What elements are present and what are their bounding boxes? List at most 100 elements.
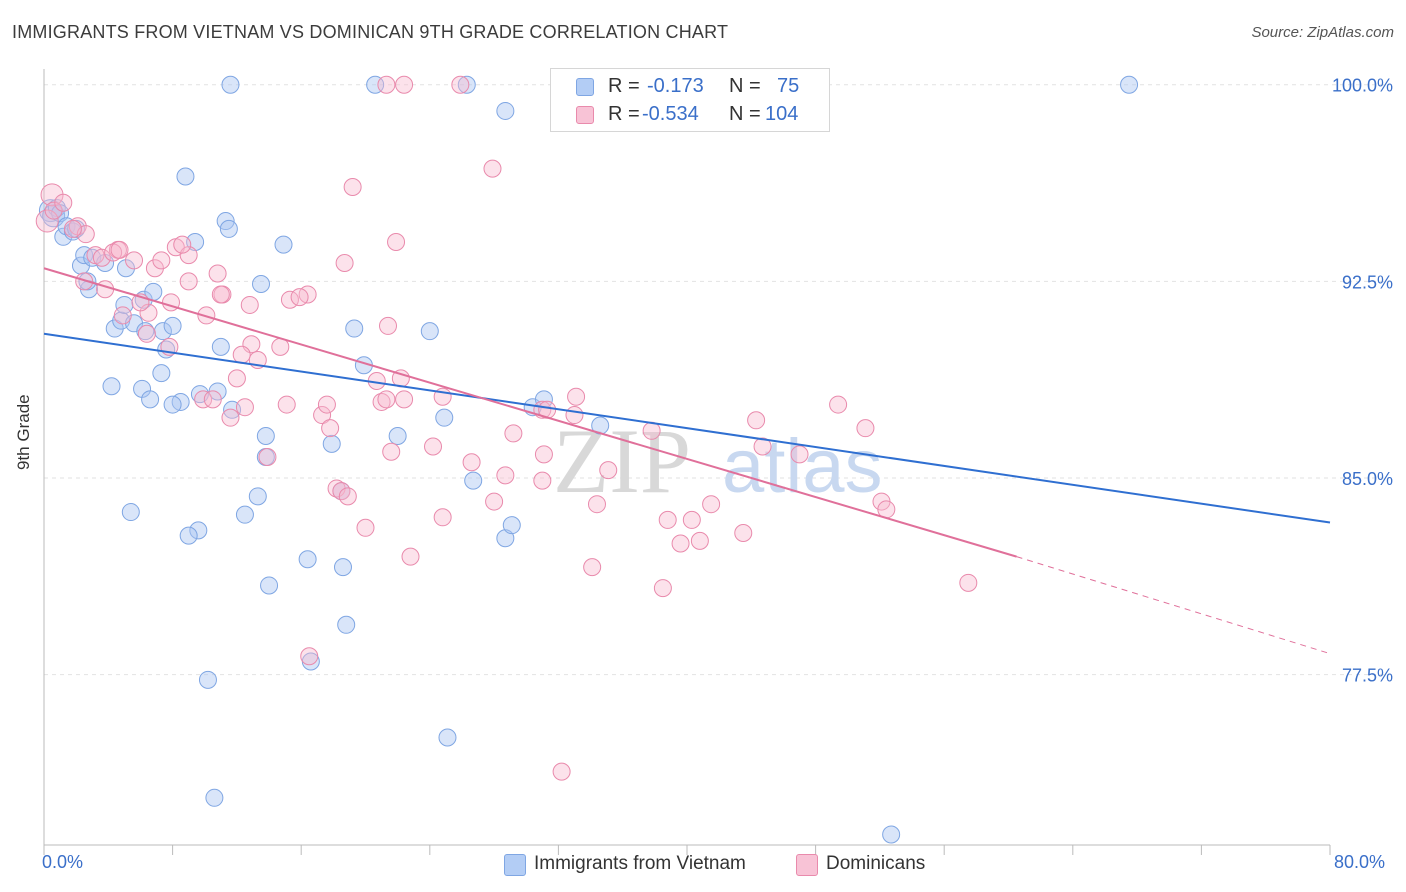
point-vietnam [235,505,254,524]
grid-lines [44,84,1390,676]
legend-label-vietnam: Immigrants from Vietnam [534,853,746,874]
point-dominicans [377,390,396,409]
point-vietnam [205,788,224,807]
point-vietnam [136,322,155,341]
point-dominicans [277,395,296,414]
point-dominicans [372,392,391,411]
n-value: 104 [765,103,799,125]
r-value: -0.173 [647,75,704,97]
point-dominicans [313,406,332,425]
x-tick-label-max: 80.0% [1334,852,1386,872]
point-dominicans [690,531,709,550]
point-dominicans [433,508,452,527]
point-vietnam [438,728,457,747]
trend-lines [43,267,1331,655]
point-dominicans [208,264,227,283]
point-dominicans [552,762,571,781]
point-vietnam [457,75,476,94]
point-dominicans [75,272,94,291]
point-dominicans [356,518,375,537]
point-dominicans [40,183,64,207]
point-vietnam [121,503,140,522]
point-dominicans [790,445,809,464]
n-label: N = [729,103,761,125]
point-dominicans [240,295,259,314]
point-vietnam [435,408,454,427]
point-vietnam [1120,75,1139,94]
point-vietnam [211,337,230,356]
point-vietnam [153,322,172,341]
point-vietnam [502,516,521,535]
point-vietnam [152,364,171,383]
n-value: 75 [777,75,800,97]
point-vietnam [337,615,356,634]
point-dominicans [300,647,319,666]
point-dominicans [321,419,340,438]
stats-swatch-dominicans [576,106,594,124]
trend-line-dominicans-extension [1016,556,1331,655]
point-dominicans [462,453,481,472]
point-dominicans [258,448,277,466]
point-vietnam [496,101,515,120]
point-dominicans [653,579,672,598]
point-dominicans [829,395,848,414]
point-dominicans [343,177,362,196]
point-vietnam [260,576,279,595]
point-vietnam [179,526,198,545]
point-vietnam [163,395,182,414]
point-dominicans [203,390,222,409]
trend-line-vietnam [43,332,1331,524]
point-dominicans [232,345,251,364]
point-dominicans [504,424,523,443]
point-dominicans [747,411,766,430]
y-tick-label: 92.5% [1342,272,1393,292]
point-dominicans [534,445,553,464]
y-axis-label: 9th Grade [14,394,33,470]
point-vietnam [388,427,407,446]
point-dominicans [227,369,246,388]
point-dominicans [338,487,357,506]
point-dominicans [567,387,586,406]
point-dominicans [451,75,470,94]
point-dominicans [658,510,677,529]
point-dominicans [496,466,515,485]
point-dominicans [235,398,254,417]
point-dominicans [377,75,396,94]
point-dominicans [179,246,198,265]
point-dominicans [702,495,721,514]
point-dominicans [152,251,171,270]
point-vietnam [221,75,240,94]
source-label: Source: ZipAtlas.com [1251,24,1394,41]
point-dominicans [401,547,420,566]
point-dominicans [137,324,156,343]
point-dominicans [92,248,111,267]
point-dominicans [63,219,82,238]
legend-swatch-vietnam [504,854,526,876]
point-dominicans [54,193,73,212]
point-dominicans [753,437,772,456]
point-vietnam [252,274,271,293]
point-dominicans [335,254,354,272]
point-dominicans [671,534,690,553]
point-dominicans [387,233,406,252]
axes [43,69,1331,855]
point-dominicans [382,442,401,461]
point-dominicans [565,406,584,425]
y-tick-label: 100.0% [1332,76,1393,96]
r-value: -0.534 [642,103,699,125]
point-dominicans [110,240,129,259]
point-vietnam [345,319,364,338]
point-vietnam [882,825,901,844]
point-dominicans [587,495,606,514]
point-vietnam [333,558,352,577]
r-label: R = [608,75,640,97]
point-dominicans [682,510,701,529]
point-vietnam [322,434,341,453]
point-dominicans [599,461,618,480]
point-dominicans [173,235,192,254]
point-vietnam [102,377,121,396]
r-label: R = [608,103,640,125]
point-dominicans [317,395,336,414]
point-dominicans [856,419,875,438]
